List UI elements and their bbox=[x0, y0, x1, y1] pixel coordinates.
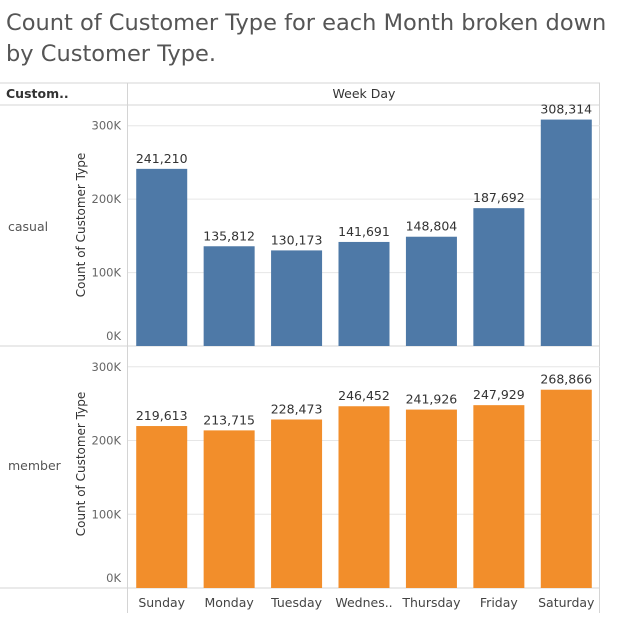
data-label: 308,314 bbox=[540, 102, 592, 117]
bar-casual-6[interactable] bbox=[540, 119, 592, 346]
data-label: 268,866 bbox=[540, 372, 592, 387]
bar-casual-5[interactable] bbox=[473, 208, 525, 346]
bar-casual-1[interactable] bbox=[203, 246, 255, 346]
panel-member: 0K 100K 200K 300K 219,613 213,715 228,473 246,4… bbox=[92, 360, 600, 588]
data-label: 241,210 bbox=[136, 151, 188, 166]
data-label: 187,692 bbox=[473, 190, 525, 205]
y-tick-label: 0K bbox=[106, 329, 121, 343]
y-tick-label: 300K bbox=[92, 360, 122, 374]
y-tick-label: 100K bbox=[92, 266, 122, 280]
y-tick-label: 100K bbox=[92, 507, 122, 521]
panel-casual: 0K 100K 200K 300K 241,210 135,812 130,173 141,6… bbox=[92, 102, 600, 346]
x-tick-label: Thursday bbox=[401, 595, 461, 610]
x-tick-label: Friday bbox=[480, 595, 518, 610]
y-tick-label: 0K bbox=[106, 571, 121, 585]
y-tick-label: 200K bbox=[92, 434, 122, 448]
x-tick-label: Sunday bbox=[138, 595, 185, 610]
bar-casual-0[interactable] bbox=[136, 168, 188, 346]
bar-casual-2[interactable] bbox=[271, 250, 323, 346]
y-tick-label: 300K bbox=[92, 119, 122, 133]
data-label: 130,173 bbox=[271, 232, 323, 247]
row-label-member: member bbox=[8, 458, 61, 473]
data-label: 135,812 bbox=[203, 228, 255, 243]
row-label-casual: casual bbox=[8, 219, 49, 234]
bar-member-1[interactable] bbox=[203, 430, 255, 588]
bar-member-5[interactable] bbox=[473, 405, 525, 588]
x-tick-label: Saturday bbox=[538, 595, 595, 610]
x-tick-label: Monday bbox=[204, 595, 254, 610]
bar-member-4[interactable] bbox=[405, 409, 457, 588]
bar-casual-4[interactable] bbox=[405, 236, 457, 346]
data-label: 219,613 bbox=[136, 408, 188, 423]
data-label: 241,926 bbox=[406, 392, 458, 407]
row-field-header[interactable]: Custom.. bbox=[6, 86, 69, 101]
data-label: 148,804 bbox=[406, 219, 458, 234]
bar-member-6[interactable] bbox=[540, 389, 592, 588]
column-field-header[interactable]: Week Day bbox=[332, 86, 396, 101]
bar-member-0[interactable] bbox=[136, 426, 188, 588]
x-tick-label: Tuesday bbox=[270, 595, 322, 610]
x-tick-label: Wednes.. bbox=[335, 595, 392, 610]
bar-casual-3[interactable] bbox=[338, 241, 390, 346]
chart-title: Count of Customer Type for each Month br… bbox=[6, 10, 607, 67]
y-tick-label: 200K bbox=[92, 192, 122, 206]
bar-member-3[interactable] bbox=[338, 406, 390, 588]
data-label: 247,929 bbox=[473, 387, 525, 402]
data-label: 213,715 bbox=[203, 412, 255, 427]
data-label: 228,473 bbox=[271, 402, 323, 417]
data-label: 246,452 bbox=[338, 388, 390, 403]
data-label: 141,691 bbox=[338, 224, 390, 239]
bar-member-2[interactable] bbox=[271, 419, 323, 588]
